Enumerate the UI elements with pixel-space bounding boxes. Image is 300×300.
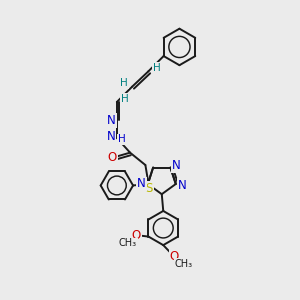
Text: N: N bbox=[178, 179, 187, 192]
Text: N: N bbox=[107, 114, 116, 127]
Text: O: O bbox=[108, 152, 117, 164]
Text: N: N bbox=[172, 159, 181, 172]
Text: N: N bbox=[106, 130, 115, 143]
Text: N: N bbox=[137, 178, 146, 190]
Text: H: H bbox=[121, 94, 129, 104]
Text: S: S bbox=[146, 182, 153, 195]
Text: CH₃: CH₃ bbox=[175, 259, 193, 269]
Text: CH₃: CH₃ bbox=[119, 238, 137, 248]
Text: H: H bbox=[120, 78, 128, 88]
Text: H: H bbox=[118, 134, 126, 144]
Text: O: O bbox=[131, 229, 141, 242]
Text: H: H bbox=[153, 63, 160, 73]
Text: O: O bbox=[169, 250, 179, 263]
